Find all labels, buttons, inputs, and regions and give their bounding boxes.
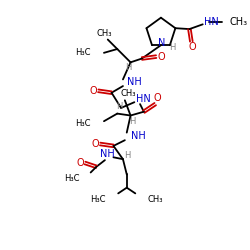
Text: O: O — [153, 94, 161, 104]
Text: H: H — [129, 117, 136, 126]
Text: HN: HN — [204, 18, 218, 28]
Text: H: H — [124, 151, 131, 160]
Text: H: H — [170, 42, 176, 51]
Text: NH: NH — [130, 132, 145, 141]
Text: NH: NH — [100, 150, 115, 160]
Text: NH: NH — [127, 77, 142, 87]
Text: CH₃: CH₃ — [148, 194, 163, 203]
Text: H: H — [126, 62, 132, 72]
Text: H₃C: H₃C — [75, 118, 91, 128]
Text: O: O — [76, 158, 84, 168]
Text: O: O — [188, 42, 196, 52]
Text: H: H — [116, 102, 122, 112]
Text: H₃C: H₃C — [75, 48, 91, 57]
Text: O: O — [157, 52, 165, 62]
Text: H₃C: H₃C — [64, 174, 79, 183]
Text: O: O — [92, 139, 99, 149]
Text: HN: HN — [136, 94, 151, 104]
Text: CH₃: CH₃ — [121, 89, 136, 98]
Text: N: N — [158, 38, 166, 48]
Text: CH₃: CH₃ — [96, 29, 112, 38]
Text: CH₃: CH₃ — [229, 18, 248, 28]
Text: O: O — [90, 86, 97, 96]
Text: H₃C: H₃C — [90, 194, 106, 203]
